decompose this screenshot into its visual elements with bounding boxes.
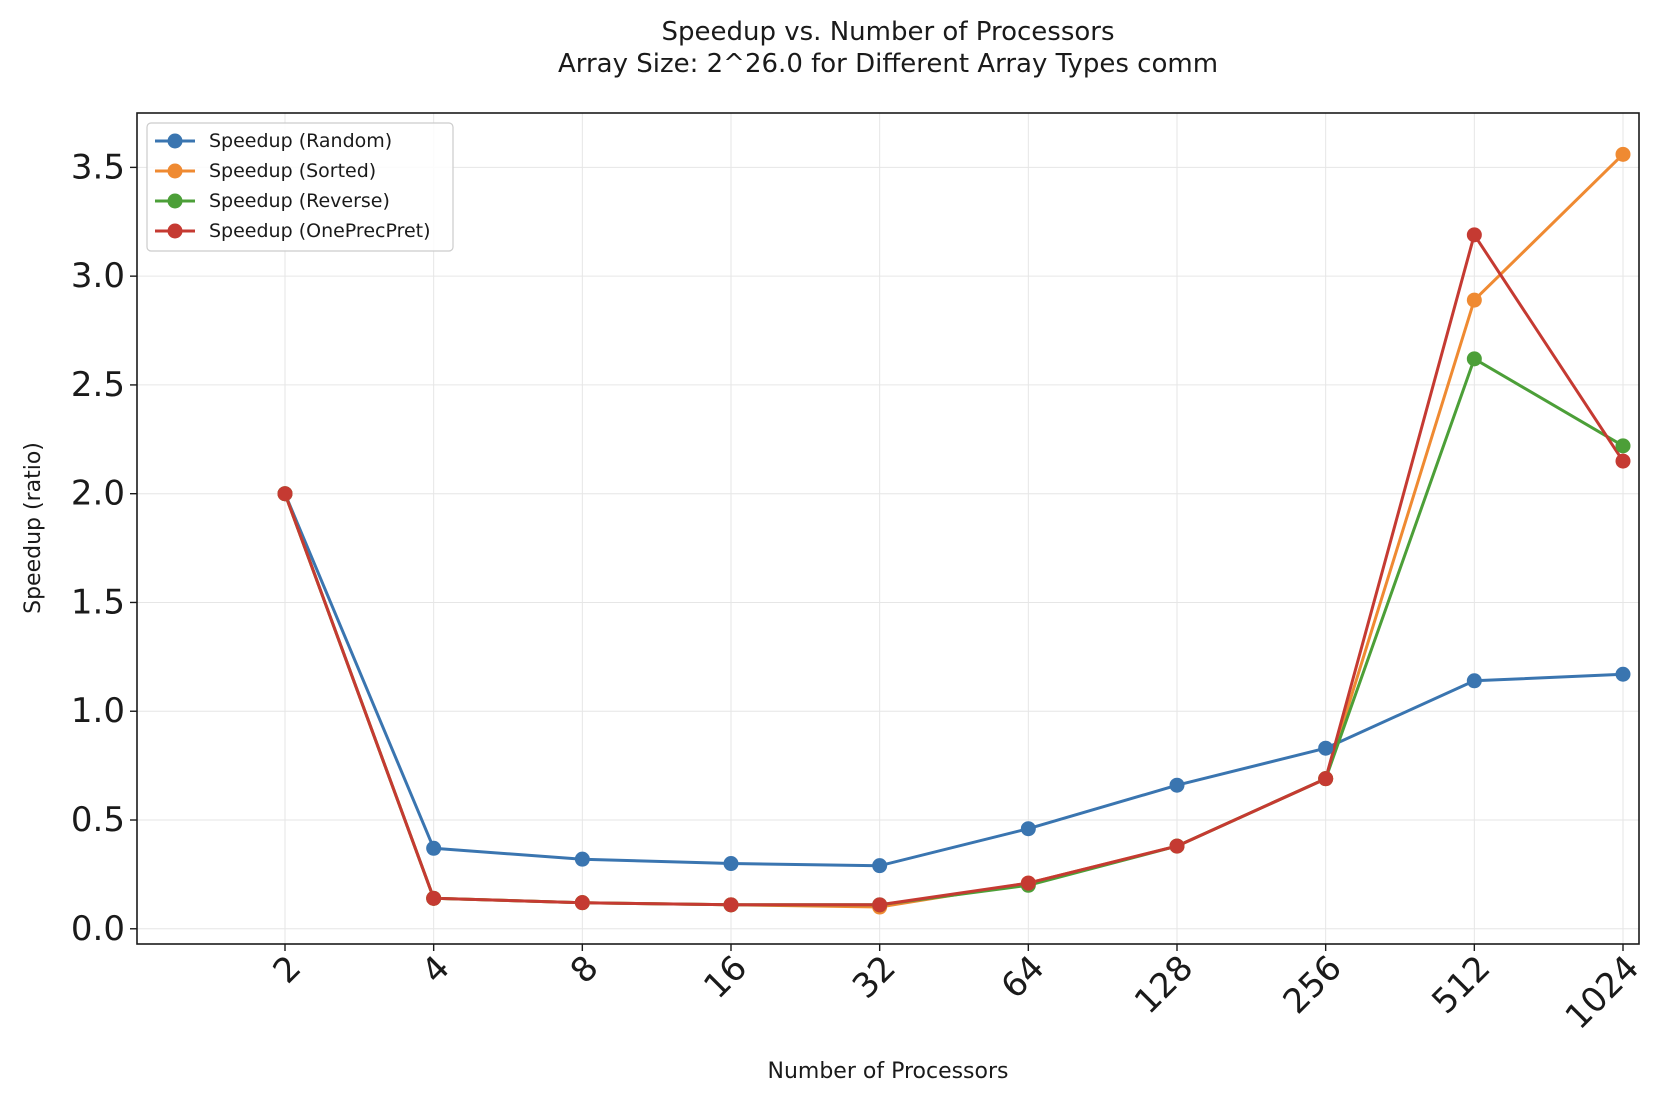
legend-box xyxy=(146,122,454,252)
chart-title: Speedup vs. Number of Processors xyxy=(661,17,1114,47)
x-axis: 2 4 8 16 32 64 128 256 512 1024 xyxy=(266,944,1647,1037)
series-3-point xyxy=(1020,875,1036,891)
series-2-point xyxy=(1466,351,1482,367)
legend-marker xyxy=(167,133,183,149)
series-0-point xyxy=(1020,821,1036,837)
gridlines xyxy=(137,113,1639,944)
legend-label: Speedup (Sorted) xyxy=(209,160,376,182)
legend-marker xyxy=(167,223,183,239)
series-line-1 xyxy=(283,153,1625,909)
series-3-point xyxy=(1318,771,1334,787)
series-1-point xyxy=(1615,146,1631,162)
y-tick-label: 2.0 xyxy=(71,474,125,514)
series-3-point xyxy=(872,897,888,913)
chart-subtitle: Array Size: 2^26.0 for Different Array T… xyxy=(558,49,1218,79)
x-tick-label: 64 xyxy=(994,948,1053,1007)
series-lines xyxy=(283,153,1625,909)
legend-label: Speedup (OnePrecPret) xyxy=(209,220,431,242)
legend-label: Speedup (Reverse) xyxy=(209,190,390,212)
series-3-point xyxy=(574,895,590,911)
y-tick-label: 0.5 xyxy=(71,800,125,840)
series-0-point xyxy=(1466,673,1482,689)
series-3-point xyxy=(1615,453,1631,469)
series-3-point xyxy=(1169,838,1185,854)
series-0-point xyxy=(426,840,442,856)
y-tick-label: 1.0 xyxy=(71,691,125,731)
x-tick-label: 8 xyxy=(563,948,607,992)
x-axis-label: Number of Processors xyxy=(768,1059,1009,1084)
x-tick-label: 256 xyxy=(1276,948,1350,1022)
series-1-point xyxy=(1466,292,1482,308)
series-0-point xyxy=(1169,777,1185,793)
x-tick-label: 1024 xyxy=(1558,948,1647,1037)
series-line-3 xyxy=(283,233,1625,907)
x-tick-label: 16 xyxy=(696,948,755,1007)
series-3-point xyxy=(723,897,739,913)
y-tick-label: 3.0 xyxy=(71,256,125,296)
legend-label: Speedup (Random) xyxy=(209,130,392,152)
x-tick-label: 32 xyxy=(845,948,904,1007)
series-0-point xyxy=(1615,666,1631,682)
x-tick-label: 128 xyxy=(1127,948,1201,1022)
series-0-point xyxy=(574,851,590,867)
y-tick-label: 0.0 xyxy=(71,909,125,949)
series-3-point xyxy=(277,486,293,502)
y-axis-label: Speedup (ratio) xyxy=(21,442,46,614)
x-tick-label: 4 xyxy=(414,948,458,992)
series-3-point xyxy=(426,890,442,906)
series-line-0 xyxy=(283,493,1624,868)
plot-frame xyxy=(136,112,1640,945)
series-0-point xyxy=(1318,740,1334,756)
legend-marker xyxy=(167,193,183,209)
x-tick-label: 2 xyxy=(266,948,310,992)
legend: Speedup (Random) Speedup (Sorted) Speedup … xyxy=(146,122,454,252)
series-0-point xyxy=(872,858,888,874)
y-axis: 0.0 0.5 1.0 1.5 2.0 2.5 3.0 3.5 xyxy=(71,147,137,949)
y-tick-label: 3.5 xyxy=(71,147,125,187)
series-3-point xyxy=(1466,227,1482,243)
series-2-point xyxy=(1615,438,1631,454)
series-points xyxy=(277,146,1631,915)
series-line-2 xyxy=(283,357,1624,907)
y-tick-label: 1.5 xyxy=(71,582,125,622)
y-tick-label: 2.5 xyxy=(71,365,125,405)
legend-marker xyxy=(167,163,183,179)
x-tick-label: 512 xyxy=(1424,948,1498,1022)
series-0-point xyxy=(723,856,739,872)
